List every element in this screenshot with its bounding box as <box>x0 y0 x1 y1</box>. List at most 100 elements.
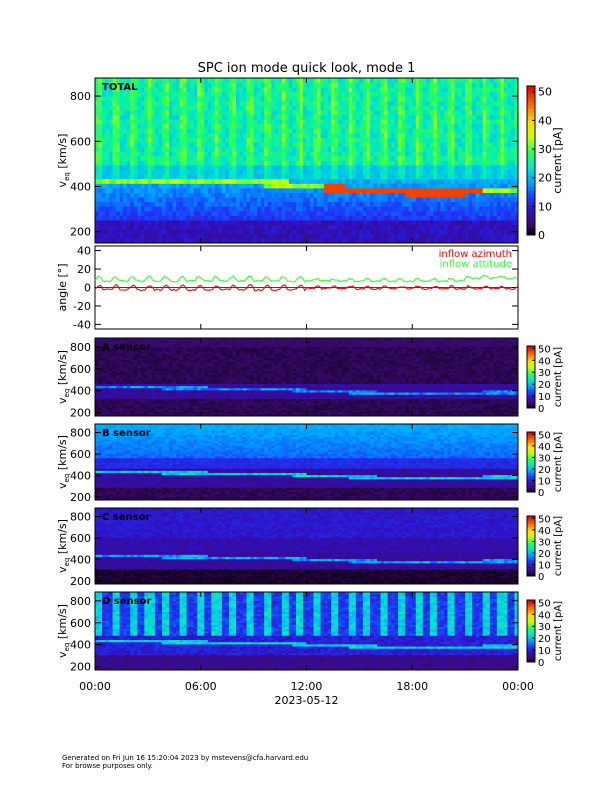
heatmap-cell <box>197 83 201 88</box>
heatmap-cell <box>109 106 113 111</box>
heatmap-cell <box>247 165 251 170</box>
heatmap-cell <box>338 161 342 166</box>
heatmap-cell <box>373 161 377 166</box>
heatmap-cell <box>476 106 480 111</box>
heatmap-cell <box>328 216 332 221</box>
heatmap-cell <box>377 161 381 166</box>
heatmap-cell <box>338 179 342 184</box>
heatmap-cell <box>331 147 335 152</box>
heatmap-cell <box>465 142 469 147</box>
heatmap-cell <box>218 156 222 161</box>
heatmap-cell <box>166 206 170 211</box>
heatmap-cell <box>405 124 409 129</box>
heatmap-cell <box>359 92 363 97</box>
heatmap-cell <box>426 151 430 156</box>
heatmap-cell <box>222 83 226 88</box>
heatmap-cell <box>106 124 110 129</box>
heatmap-cell <box>303 229 307 234</box>
heatmap-cell <box>254 174 258 179</box>
heatmap-cell <box>359 188 363 193</box>
heatmap-cell <box>458 115 462 120</box>
heatmap-cell <box>307 101 311 106</box>
heatmap-cell <box>507 106 511 111</box>
heatmap-cell <box>218 92 222 97</box>
heatmap-cell <box>148 142 152 147</box>
heatmap-cell <box>225 220 229 225</box>
heatmap-cell <box>370 220 374 225</box>
heatmap-cell <box>134 193 138 198</box>
heatmap-cell <box>338 193 342 198</box>
heatmap-cell <box>134 174 138 179</box>
heatmap-cell <box>412 142 416 147</box>
heatmap-cell <box>250 101 254 106</box>
heatmap-cell <box>476 202 480 207</box>
heatmap-cell <box>444 142 448 147</box>
heatmap-cell <box>384 87 388 92</box>
heatmap-cell <box>208 234 212 239</box>
heatmap-cell <box>352 142 356 147</box>
heatmap-cell <box>388 165 392 170</box>
heatmap-cell <box>190 161 194 166</box>
heatmap-cell <box>222 234 226 239</box>
heatmap-cell <box>391 229 395 234</box>
heatmap-cell <box>240 115 244 120</box>
heatmap-cell <box>232 174 236 179</box>
heatmap-cell <box>437 197 441 202</box>
heatmap-cell <box>462 87 466 92</box>
heatmap-cell <box>328 96 332 101</box>
heatmap-cell <box>486 229 490 234</box>
heatmap-cell <box>476 156 480 161</box>
heatmap-cell <box>197 128 201 133</box>
heatmap-cell <box>299 183 303 188</box>
heatmap-cell <box>440 101 444 106</box>
heatmap-cell <box>123 165 127 170</box>
heatmap-cell <box>303 216 307 221</box>
heatmap-cell <box>137 96 141 101</box>
heatmap-cell <box>504 188 508 193</box>
heatmap-cell <box>391 193 395 198</box>
heatmap-cell <box>391 188 395 193</box>
heatmap-cell <box>225 174 229 179</box>
heatmap-cell <box>208 206 212 211</box>
heatmap-cell <box>430 188 434 193</box>
heatmap-cell <box>398 170 402 175</box>
heatmap-cell <box>285 206 289 211</box>
heatmap-cell <box>384 174 388 179</box>
heatmap-cell <box>437 179 441 184</box>
heatmap-cell <box>225 147 229 152</box>
heatmap-cell <box>120 96 124 101</box>
heatmap-total <box>95 78 518 243</box>
heatmap-cell <box>162 110 166 115</box>
heatmap-cell <box>419 206 423 211</box>
heatmap-cell <box>299 174 303 179</box>
heatmap-cell <box>433 216 437 221</box>
heatmap-cell <box>236 96 240 101</box>
heatmap-cell <box>232 115 236 120</box>
heatmap-cell <box>497 151 501 156</box>
heatmap-cell <box>109 225 113 230</box>
heatmap-cell <box>363 211 367 216</box>
heatmap-cell <box>462 220 466 225</box>
heatmap-cell <box>116 165 120 170</box>
heatmap-cell <box>321 193 325 198</box>
heatmap-cell <box>345 202 349 207</box>
heatmap-cell <box>130 156 134 161</box>
heatmap-cell <box>405 211 409 216</box>
heatmap-cell <box>405 179 409 184</box>
heatmap-cell <box>391 161 395 166</box>
heatmap-cell <box>314 96 318 101</box>
heatmap-cell <box>141 225 145 230</box>
heatmap-cell <box>476 151 480 156</box>
heatmap-cell <box>169 110 173 115</box>
heatmap-cell <box>166 115 170 120</box>
heatmap-cell <box>247 142 251 147</box>
heatmap-cell <box>342 174 346 179</box>
heatmap-cell <box>469 234 473 239</box>
heatmap-cell <box>472 119 476 124</box>
heatmap-cell <box>99 211 103 216</box>
heatmap-cell <box>310 234 314 239</box>
heatmap-cell <box>264 165 268 170</box>
heatmap-cell <box>416 147 420 152</box>
heatmap-cell <box>232 179 236 184</box>
heatmap-cell <box>127 202 131 207</box>
